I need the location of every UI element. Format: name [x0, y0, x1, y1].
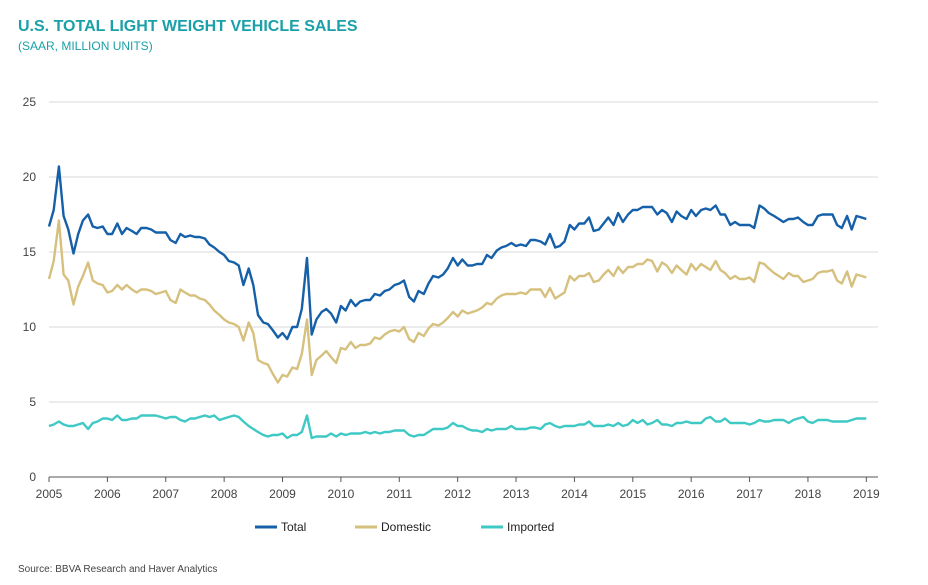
source-note: Source: BBVA Research and Haver Analytic… — [18, 564, 218, 575]
x-tick-label: 2018 — [795, 487, 822, 501]
axes: 0 5 10 15 20 25 2005 2006 2007 2008 2009 2010 2011 20… — [23, 95, 880, 501]
x-tick-label: 2006 — [94, 487, 121, 501]
series-line-imported — [48, 414, 867, 440]
x-tick-label: 2015 — [619, 487, 646, 501]
x-tick-label: 2013 — [503, 487, 530, 501]
y-tick-label: 0 — [29, 470, 36, 484]
legend-label-imported: Imported — [507, 520, 554, 534]
chart-title: U.S. TOTAL LIGHT WEIGHT VEHICLE SALES — [18, 18, 358, 35]
x-tick-label: 2019 — [853, 487, 880, 501]
y-tick-label: 20 — [23, 170, 37, 184]
y-tick-label: 15 — [23, 245, 37, 259]
x-tick-label: 2010 — [328, 487, 355, 501]
x-tick-label: 2005 — [36, 487, 63, 501]
y-tick-label: 10 — [23, 320, 37, 334]
x-tick-label: 2007 — [152, 487, 179, 501]
y-tick-label: 25 — [23, 95, 37, 109]
gridlines — [49, 101, 878, 403]
legend-label-domestic: Domestic — [381, 520, 431, 534]
x-tick-label: 2008 — [211, 487, 238, 501]
x-tick-label: 2011 — [386, 487, 412, 501]
legend-label-total: Total — [281, 520, 306, 534]
series-line-total — [47, 165, 867, 341]
series-lines — [47, 165, 867, 440]
y-tick-label: 5 — [29, 395, 36, 409]
x-tick-label: 2014 — [561, 487, 588, 501]
legend: Total Domestic Imported — [255, 520, 554, 534]
chart-subtitle: (SAAR, MILLION UNITS) — [18, 39, 153, 53]
x-tick-label: 2017 — [736, 487, 763, 501]
x-tick-label: 2009 — [269, 487, 296, 501]
series-line-domestic — [47, 219, 867, 384]
x-tick-label: 2016 — [678, 487, 705, 501]
x-tick-label: 2012 — [444, 487, 471, 501]
